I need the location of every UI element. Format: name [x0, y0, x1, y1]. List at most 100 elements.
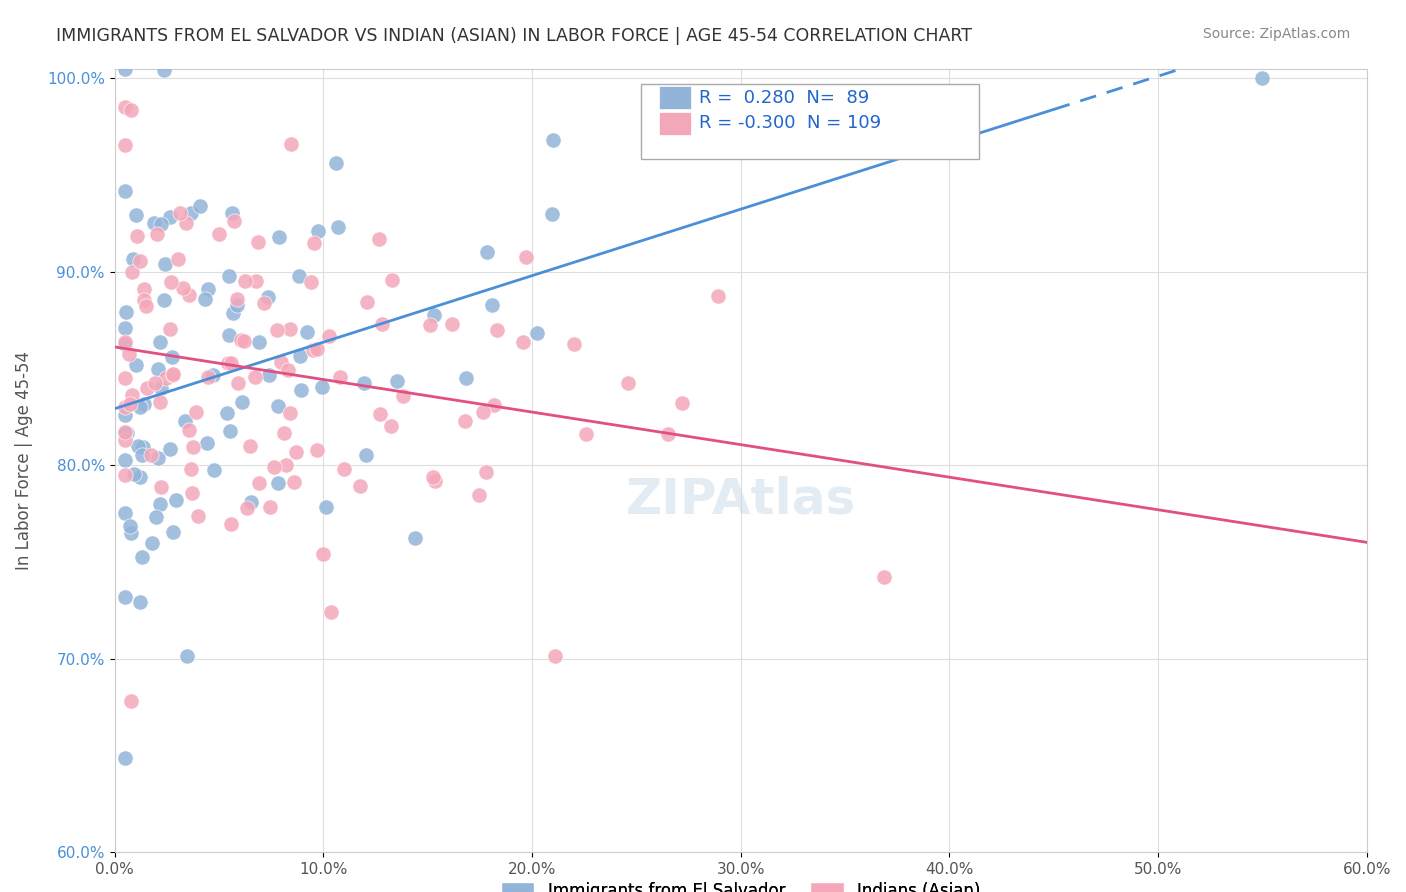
Point: [247, 235, 270, 250]
Point: [481, 298, 503, 312]
Point: [188, 199, 211, 213]
Point: [114, 138, 136, 153]
Point: [125, 208, 148, 222]
Point: [179, 424, 201, 438]
Point: [122, 252, 145, 267]
Point: [257, 290, 280, 304]
Point: [114, 507, 136, 521]
Point: [283, 475, 305, 489]
Point: [706, 289, 728, 303]
Point: [257, 368, 280, 382]
Point: [180, 206, 202, 220]
Point: [153, 62, 176, 77]
Point: [114, 400, 136, 414]
Point: [146, 227, 169, 241]
Point: [273, 426, 295, 441]
Point: [162, 524, 184, 539]
Point: [194, 293, 217, 307]
Point: [515, 250, 537, 264]
Point: [259, 500, 281, 514]
Point: [131, 549, 153, 564]
Point: [122, 467, 145, 481]
Point: [276, 458, 298, 473]
FancyBboxPatch shape: [641, 84, 979, 159]
Point: [231, 334, 253, 348]
Point: [120, 694, 142, 708]
Point: [440, 317, 463, 331]
Point: [290, 383, 312, 397]
Point: [239, 494, 262, 508]
Point: [574, 426, 596, 441]
Point: [526, 326, 548, 340]
Point: [299, 275, 322, 289]
Point: [117, 426, 139, 441]
Point: [266, 323, 288, 337]
Point: [302, 343, 325, 357]
Point: [349, 479, 371, 493]
Point: [263, 459, 285, 474]
Text: R = -0.300  N = 109: R = -0.300 N = 109: [699, 114, 882, 132]
Point: [353, 376, 375, 390]
Point: [114, 433, 136, 447]
Point: [127, 439, 149, 453]
Point: [422, 469, 444, 483]
Point: [475, 466, 498, 480]
Point: [454, 371, 477, 385]
Point: [225, 292, 247, 306]
Point: [121, 265, 143, 279]
Point: [302, 235, 325, 250]
Point: [277, 363, 299, 377]
Point: [243, 370, 266, 384]
Point: [267, 475, 290, 490]
Point: [253, 296, 276, 310]
Point: [114, 62, 136, 76]
Point: [468, 488, 491, 502]
Point: [485, 323, 508, 337]
Point: [159, 322, 181, 336]
Point: [236, 501, 259, 516]
Point: [129, 400, 152, 414]
Point: [149, 497, 172, 511]
Point: [224, 214, 246, 228]
Point: [218, 424, 240, 438]
Point: [380, 419, 402, 434]
Point: [215, 406, 238, 420]
Point: [657, 427, 679, 442]
Point: [247, 334, 270, 349]
Point: [118, 397, 141, 411]
Point: [114, 408, 136, 422]
Point: [136, 381, 159, 395]
Point: [219, 356, 242, 370]
Point: [145, 510, 167, 524]
Point: [143, 216, 166, 230]
Point: [319, 605, 342, 619]
Point: [239, 439, 262, 453]
Point: [146, 450, 169, 465]
Point: [247, 475, 270, 490]
Point: [454, 414, 477, 428]
Point: [131, 440, 153, 454]
Point: [208, 227, 231, 241]
Text: Source: ZipAtlas.com: Source: ZipAtlas.com: [1202, 27, 1350, 41]
Point: [647, 122, 669, 136]
Point: [134, 397, 156, 411]
Point: [311, 547, 333, 561]
Point: [307, 224, 329, 238]
Point: [139, 448, 162, 462]
Point: [315, 500, 337, 515]
Point: [562, 337, 585, 351]
Point: [114, 425, 136, 439]
Point: [125, 358, 148, 372]
Point: [543, 648, 565, 663]
Point: [114, 751, 136, 765]
Point: [278, 406, 301, 420]
Legend: Immigrants from El Salvador, Indians (Asian): Immigrants from El Salvador, Indians (As…: [495, 875, 987, 892]
Point: [233, 334, 256, 348]
Point: [114, 370, 136, 384]
Point: [162, 367, 184, 381]
Point: [180, 486, 202, 500]
Point: [120, 526, 142, 541]
Point: [233, 274, 256, 288]
Point: [368, 407, 391, 421]
Point: [617, 376, 640, 390]
